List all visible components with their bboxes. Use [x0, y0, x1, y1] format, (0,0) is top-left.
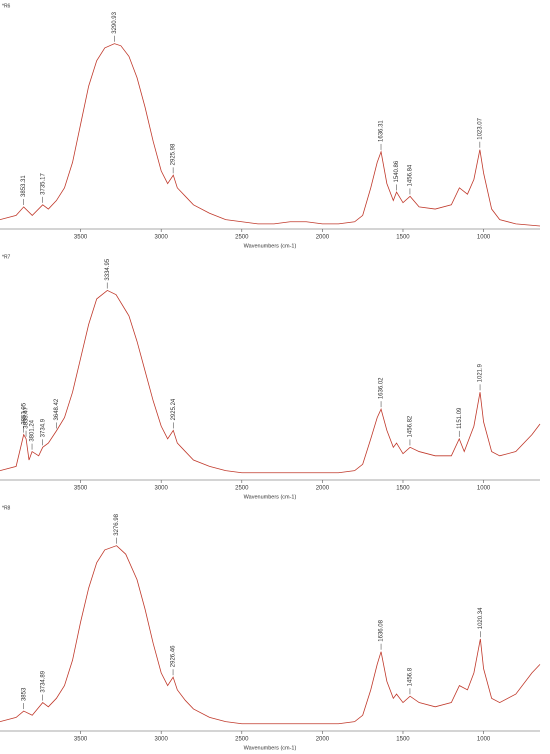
peak-label: 1540.86	[394, 160, 400, 182]
x-tick-label: 2500	[235, 737, 249, 743]
panel-title: *R7	[2, 254, 11, 260]
peak-label: 3648.42	[54, 398, 60, 420]
x-tick-label: 2500	[235, 486, 249, 492]
peak-label: 2925.24	[171, 398, 177, 420]
x-axis-label: Wavenumbers (cm-1)	[244, 745, 297, 751]
peak-label: 1636.08	[379, 619, 385, 641]
peak-label: 1636.31	[379, 120, 385, 142]
peak-label: 1636.02	[379, 377, 385, 399]
peak-label: 3735.17	[40, 172, 46, 194]
peak-label: 1456.82	[408, 415, 414, 437]
x-tick-label: 1000	[477, 235, 491, 241]
x-tick-label: 2000	[316, 737, 330, 743]
x-tick-label: 3000	[155, 737, 169, 743]
x-tick-label: 1000	[477, 486, 491, 492]
x-tick-label: 3500	[74, 486, 88, 492]
peak-label: 1456.8	[408, 667, 414, 686]
peak-label: 3734.89	[40, 670, 46, 692]
x-tick-label: 1500	[396, 737, 410, 743]
peak-label: 3853.31	[21, 175, 27, 197]
spectrum-line	[0, 545, 541, 725]
peak-label: 2925.98	[171, 143, 177, 165]
peak-label: 3734.9	[40, 418, 46, 437]
x-tick-label: 3500	[74, 235, 88, 241]
x-tick-label: 2000	[316, 235, 330, 241]
x-tick-label: 3000	[155, 235, 169, 241]
peak-label: 3276.98	[114, 513, 120, 535]
x-tick-label: 3000	[155, 486, 169, 492]
peak-label: 3290.93	[112, 11, 118, 33]
panel-title: *R8	[2, 505, 11, 511]
x-tick-label: 3500	[74, 737, 88, 743]
spectrum-line	[0, 289, 541, 474]
peak-label: 3853	[21, 687, 27, 701]
x-tick-label: 2000	[316, 486, 330, 492]
peak-label: 3334.95	[105, 258, 111, 280]
peak-label: 3801.24	[30, 419, 36, 441]
peak-label: 1456.84	[408, 164, 414, 186]
x-tick-label: 2500	[235, 235, 249, 241]
x-axis-label: Wavenumbers (cm-1)	[244, 243, 297, 249]
peak-label: 3853.05	[21, 402, 27, 424]
spectrum-line	[0, 43, 541, 227]
x-tick-label: 1500	[396, 486, 410, 492]
x-tick-label: 1500	[396, 235, 410, 241]
panel-title: *R6	[2, 3, 11, 9]
peak-label: 1020.34	[478, 607, 484, 629]
peak-label: 2926.46	[171, 645, 177, 667]
peak-label: 1023.07	[477, 117, 483, 139]
x-tick-label: 1000	[477, 737, 491, 743]
peak-label: 3838.47	[24, 406, 30, 428]
peak-label: 1021.9	[478, 363, 484, 382]
x-axis-label: Wavenumbers (cm-1)	[244, 494, 297, 500]
peak-label: 1151.09	[457, 407, 463, 429]
